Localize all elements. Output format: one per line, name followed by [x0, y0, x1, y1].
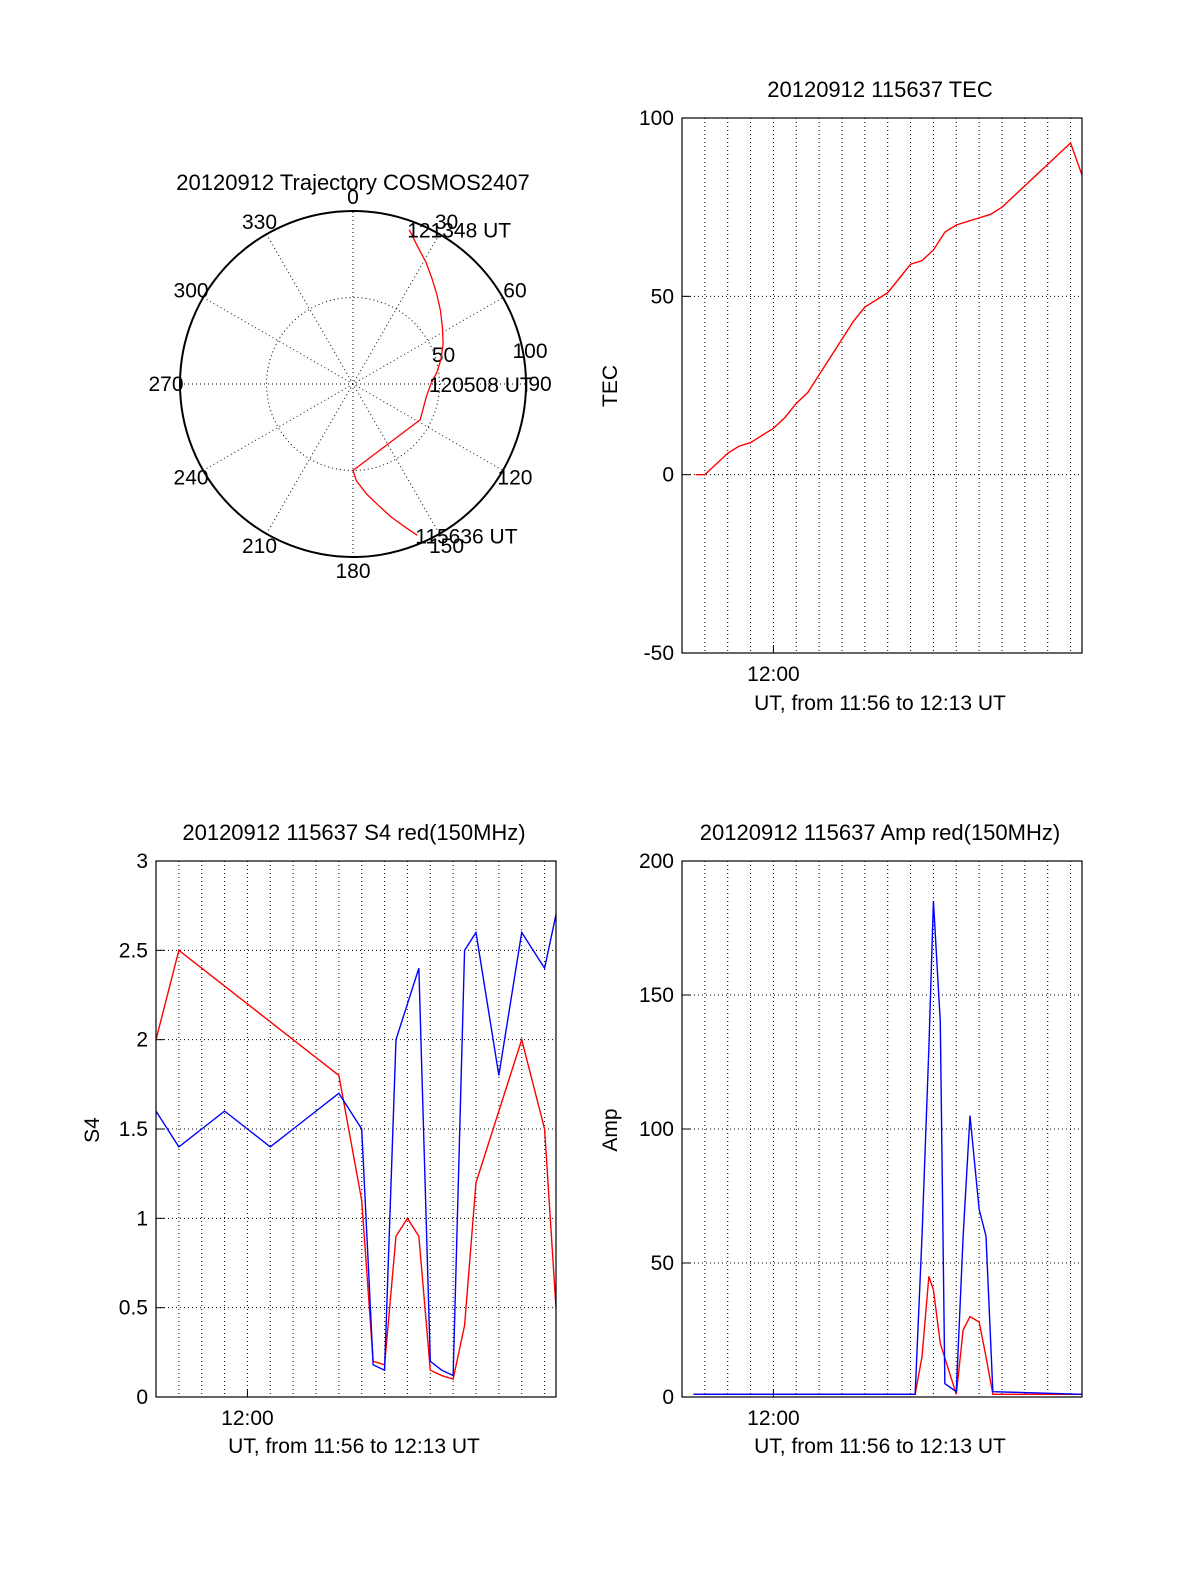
polar-angle-label: 150 — [429, 535, 464, 558]
polar-angle-label: 270 — [148, 373, 183, 396]
y-tick-label: 50 — [651, 285, 674, 308]
y-tick-label: 100 — [639, 1118, 674, 1141]
series-line-red — [155, 949, 557, 1381]
trajectory-time-label: 120508 UT — [429, 374, 533, 397]
y-tick-label: 200 — [639, 850, 674, 873]
polar-angle-label: 30 — [435, 211, 458, 234]
amp-ylabel: Amp — [599, 1108, 622, 1151]
trajectory-line — [352, 229, 444, 536]
s4-ylabel: S4 — [81, 1117, 104, 1143]
polar-angle-label: 90 — [528, 373, 551, 396]
y-tick-label: 2 — [136, 1029, 148, 1052]
polar-angle-label: 240 — [174, 467, 209, 490]
y-tick-label: 0 — [662, 464, 674, 487]
tec-ylabel: TEC — [599, 365, 622, 407]
polar-grid-spoke — [266, 233, 440, 535]
plot-frame — [681, 117, 1083, 654]
y-tick-label: 150 — [639, 984, 674, 1007]
y-tick-label: 1 — [136, 1207, 148, 1230]
tec-xlabel: UT, from 11:56 to 12:13 UT — [754, 692, 1006, 715]
polar-angle-label: 330 — [242, 211, 277, 234]
polar-angle-label: 0 — [347, 186, 359, 209]
y-tick-label: 3 — [136, 850, 148, 873]
polar-angle-label: 300 — [174, 280, 209, 303]
series-line-blue — [155, 914, 557, 1377]
x-tick-label: 12:00 — [747, 663, 800, 686]
tec-title: 20120912 115637 TEC — [767, 77, 993, 102]
y-tick-label: 1.5 — [119, 1118, 148, 1141]
x-tick-label: 12:00 — [747, 1407, 800, 1430]
series-line-red — [693, 1276, 1082, 1396]
x-tick-label: 12:00 — [221, 1407, 274, 1430]
y-tick-label: 0 — [662, 1386, 674, 1409]
y-tick-label: 100 — [639, 107, 674, 130]
amp-xlabel: UT, from 11:56 to 12:13 UT — [754, 1435, 1006, 1458]
plot-frame — [681, 860, 1083, 1398]
polar-angle-label: 120 — [497, 467, 532, 490]
trajectory-time-label: 115636 UT — [415, 525, 518, 548]
plot-frame — [155, 860, 557, 1398]
polar-radial-label: 50 — [432, 344, 455, 367]
polar-angle-label: 180 — [335, 560, 370, 583]
y-tick-label: -50 — [644, 642, 674, 665]
s4-title: 20120912 115637 S4 red(150MHz) — [182, 820, 525, 845]
polar-radial-label: 100 — [512, 340, 547, 363]
s4-chart-panel: 20120912 115637 S4 red(150MHz) S4 UT, fr… — [81, 820, 557, 1458]
amp-chart-panel: 20120912 115637 Amp red(150MHz) Amp UT, … — [599, 820, 1083, 1458]
trajectory-title: 20120912 Trajectory COSMOS2407 — [176, 170, 529, 195]
s4-xlabel: UT, from 11:56 to 12:13 UT — [228, 1435, 480, 1458]
trajectory-time-label: 121348 UT — [407, 220, 511, 243]
y-tick-label: 0 — [136, 1386, 148, 1409]
y-tick-label: 2.5 — [119, 939, 148, 962]
y-tick-label: 0.5 — [119, 1297, 148, 1320]
polar-angle-label: 60 — [503, 280, 526, 303]
polar-angle-label: 210 — [242, 535, 277, 558]
polar-grid-circle — [266, 297, 440, 471]
trajectory-polar-panel: 20120912 Trajectory COSMOS2407 030609012… — [148, 170, 551, 583]
y-tick-label: 50 — [651, 1252, 674, 1275]
series-line-blue — [693, 901, 1083, 1396]
amp-title: 20120912 115637 Amp red(150MHz) — [700, 820, 1060, 845]
tec-chart-panel: 20120912 115637 TEC TEC UT, from 11:56 t… — [599, 77, 1083, 715]
series-line-red — [695, 141, 1083, 476]
